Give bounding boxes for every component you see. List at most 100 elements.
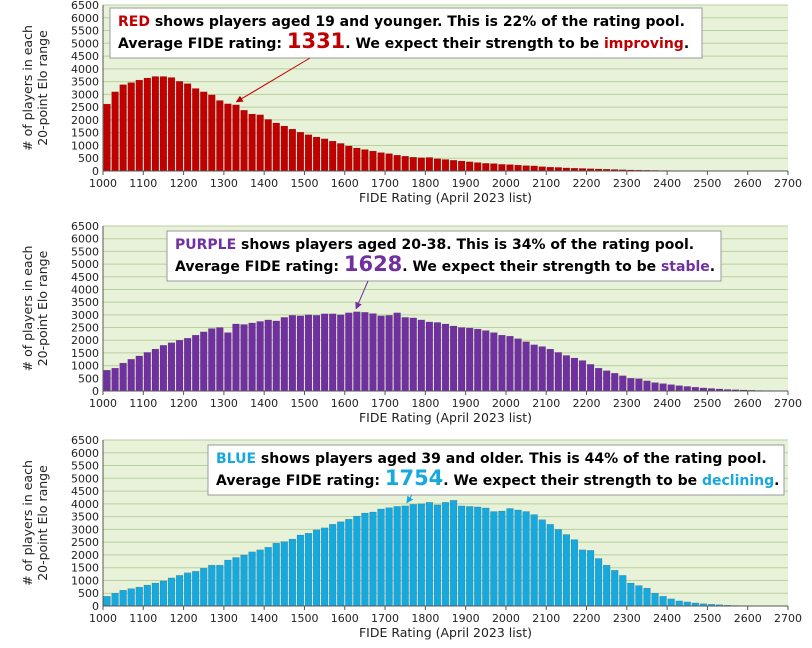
- adult-y-tick-label: 6000: [71, 233, 99, 246]
- senior-bar: [329, 524, 337, 607]
- adult-bar: [103, 369, 111, 392]
- adult-bar: [659, 383, 667, 392]
- youth-x-tick-label: 2300: [613, 177, 641, 190]
- adult-bar: [466, 327, 474, 392]
- youth-bar: [127, 82, 135, 172]
- youth-bar: [288, 128, 297, 172]
- senior-bar: [159, 580, 168, 607]
- youth-x-tick-label: 2000: [492, 177, 520, 190]
- adult-bar: [345, 312, 353, 392]
- senior-annotation-line-2: Average FIDE rating: 1754. We expect the…: [216, 466, 779, 490]
- senior-bar: [288, 538, 297, 607]
- senior-bar: [546, 524, 554, 607]
- youth-bar: [457, 160, 466, 172]
- senior-x-tick-label: 1100: [129, 612, 157, 625]
- youth-bar: [417, 157, 425, 172]
- youth-bar: [538, 166, 546, 172]
- senior-y-tick-label: 6000: [71, 447, 99, 460]
- senior-bar: [675, 600, 683, 607]
- youth-y-tick-label: 5000: [71, 37, 99, 50]
- youth-x-tick-label: 1800: [411, 177, 439, 190]
- youth-bar: [498, 164, 506, 172]
- adult-y-tick-label: 5000: [71, 258, 99, 271]
- adult-bar: [353, 311, 361, 392]
- adult-bar: [296, 315, 305, 392]
- youth-average-arrow: [235, 57, 311, 103]
- senior-y-tick-label: 4500: [71, 485, 99, 498]
- adult-bar: [490, 332, 498, 392]
- youth-bar: [216, 100, 224, 172]
- senior-bar: [256, 549, 264, 607]
- senior-bar: [337, 521, 345, 607]
- youth-bar: [312, 136, 321, 172]
- youth-bar: [248, 113, 256, 172]
- adult-bar: [208, 328, 216, 392]
- adult-bar: [135, 355, 143, 392]
- adult-average-arrow: [355, 280, 369, 310]
- adult-x-tick-label: 1400: [250, 397, 278, 410]
- senior-x-tick-label: 1400: [250, 612, 278, 625]
- youth-x-tick-label: 2100: [532, 177, 560, 190]
- youth-x-axis: 1000 1100 1200 1300 1400 1500 1600 1700 1800 1900…: [89, 171, 802, 190]
- youth-bar: [425, 157, 434, 172]
- senior-x-tick-label: 1500: [290, 612, 318, 625]
- senior-bar: [425, 502, 434, 607]
- youth-y-tick-label: 500: [78, 152, 99, 165]
- adult-x-tick-label: 2000: [492, 397, 520, 410]
- youth-chart: 0500100015002000250030003500400045005000…: [20, 0, 802, 205]
- adult-x-tick-label: 1600: [331, 397, 359, 410]
- senior-bar: [296, 534, 305, 607]
- youth-bar: [329, 140, 337, 172]
- youth-x-tick-label: 2400: [653, 177, 681, 190]
- adult-bar: [127, 359, 135, 392]
- adult-bar: [248, 322, 256, 392]
- youth-y-tick-label: 5500: [71, 25, 99, 38]
- adult-bar: [224, 332, 232, 392]
- adult-y-tick-label: 2500: [71, 322, 99, 335]
- youth-y-tick-label: 6500: [71, 0, 99, 12]
- adult-x-tick-label: 1000: [89, 397, 117, 410]
- senior-bar: [183, 572, 192, 607]
- youth-bar: [401, 155, 409, 172]
- adult-bar: [506, 335, 514, 392]
- senior-annotation: BLUE shows players aged 39 and older. Th…: [207, 444, 785, 504]
- senior-bar: [135, 586, 143, 607]
- youth-x-tick-label: 2500: [693, 177, 721, 190]
- senior-bar: [369, 511, 377, 607]
- senior-y-tick-label: 3000: [71, 523, 99, 536]
- senior-bar: [143, 584, 151, 607]
- senior-y-tick-label: 5500: [71, 460, 99, 473]
- senior-y-tick-label: 5000: [71, 472, 99, 485]
- senior-x-axis: 1000 1100 1200 1300 1400 1500 1600 1700 1800 1900…: [89, 606, 802, 625]
- senior-bar: [385, 507, 393, 607]
- senior-bar: [578, 549, 587, 607]
- adult-bar: [280, 317, 288, 392]
- adult-annotation-line-2: Average FIDE rating: 1628. We expect the…: [175, 252, 715, 276]
- senior-bar: [345, 518, 353, 607]
- youth-bar: [224, 103, 232, 172]
- youth-bar: [554, 167, 562, 172]
- youth-bar: [546, 166, 554, 172]
- senior-bar: [659, 596, 667, 607]
- adult-annotation-box: [166, 230, 722, 282]
- adult-y-tick-label: 0: [92, 385, 99, 398]
- adult-bar: [143, 352, 151, 392]
- senior-bar: [627, 582, 635, 607]
- youth-bar: [183, 83, 192, 172]
- adult-y-tick-label: 6500: [71, 220, 99, 233]
- youth-bar: [200, 91, 208, 172]
- adult-bar: [643, 380, 651, 392]
- adult-bar: [578, 360, 587, 392]
- adult-bar: [401, 317, 409, 392]
- adult-y-tick-label: 4500: [71, 271, 99, 284]
- senior-x-tick-label: 2300: [613, 612, 641, 625]
- adult-bar: [667, 384, 675, 392]
- adult-x-tick-label: 2200: [573, 397, 601, 410]
- adult-bar: [393, 312, 401, 392]
- adult-bar: [635, 378, 643, 392]
- youth-y-axis-label: # of players in each20-point Elo range: [20, 25, 50, 151]
- adult-annotation-line-1: PURPLE shows players aged 20-38. This is…: [175, 237, 694, 253]
- youth-annotation-line-2: Average FIDE rating: 1331. We expect the…: [118, 29, 689, 53]
- senior-annotation-box: [207, 444, 785, 496]
- youth-bar: [175, 81, 184, 172]
